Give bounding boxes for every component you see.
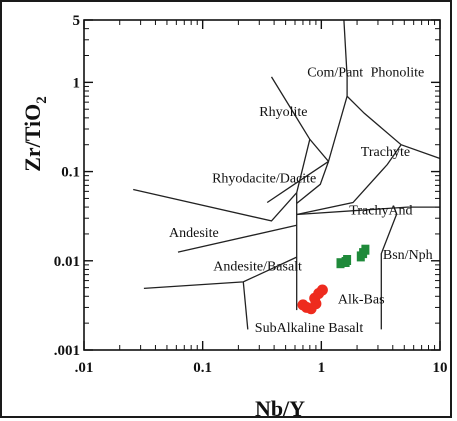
field-boundary-line: [133, 139, 311, 222]
field-label: Phonolite: [371, 65, 425, 80]
x-tick-label: 1: [318, 360, 326, 376]
field-boundary-line: [266, 160, 329, 204]
field-boundary-line: [270, 76, 348, 163]
data-point-square: [361, 244, 370, 255]
y-tick-label: 0.01: [54, 254, 80, 270]
field-label: Rhyolite: [259, 105, 307, 120]
x-tick-label: 10: [433, 360, 448, 376]
y-tick-label: 0.1: [61, 165, 80, 181]
y-axis-title-subscript: 2: [34, 96, 50, 104]
data-point-circle: [316, 284, 328, 296]
field-boundary-line: [242, 281, 249, 330]
data-point-square: [336, 258, 345, 269]
field-boundary-line: [380, 214, 398, 330]
y-tick-label: .001: [54, 343, 80, 359]
y-axis-title: Zr/TiO2: [20, 96, 50, 172]
data-point-square: [343, 255, 352, 265]
field-label: Bsn/Nph: [383, 248, 433, 263]
field-label: SubAlkaline Basalt: [255, 321, 364, 336]
field-boundaries: [133, 19, 441, 330]
field-label: Andesite/Basalt: [213, 259, 302, 274]
field-labels: Com/Pant Phonolite Rhyolite Trachyte Rhyodac…: [169, 65, 433, 336]
data-points: [297, 244, 370, 315]
field-boundary-line: [296, 161, 330, 204]
x-tick-label: 0.1: [193, 360, 212, 376]
field-boundary-line: [296, 206, 440, 216]
x-tick-label: .01: [75, 360, 94, 376]
x-axis-title: Nb/Y: [255, 396, 305, 420]
field-boundary-line: [296, 144, 402, 216]
field-label: Trachyte: [361, 145, 410, 160]
y-axis-title-main: Zr/TiO: [20, 104, 45, 172]
y-tick-label: 5: [73, 13, 81, 29]
y-axis-ticks: .001 0.01 0.1 1 5: [54, 13, 440, 359]
field-boundary-line: [177, 224, 297, 253]
x-axis-ticks: .01 0.1 1 10: [75, 20, 448, 376]
y-tick-label: 1: [73, 75, 81, 91]
field-label: Andesite: [169, 226, 219, 241]
field-boundary-line: [343, 19, 441, 160]
field-label: Alk-Bas: [338, 293, 385, 308]
field-label: Rhyodacite/Dacite: [212, 172, 316, 187]
field-label: TrachyAnd: [349, 204, 412, 219]
field-label: Com/Pant: [307, 65, 363, 80]
